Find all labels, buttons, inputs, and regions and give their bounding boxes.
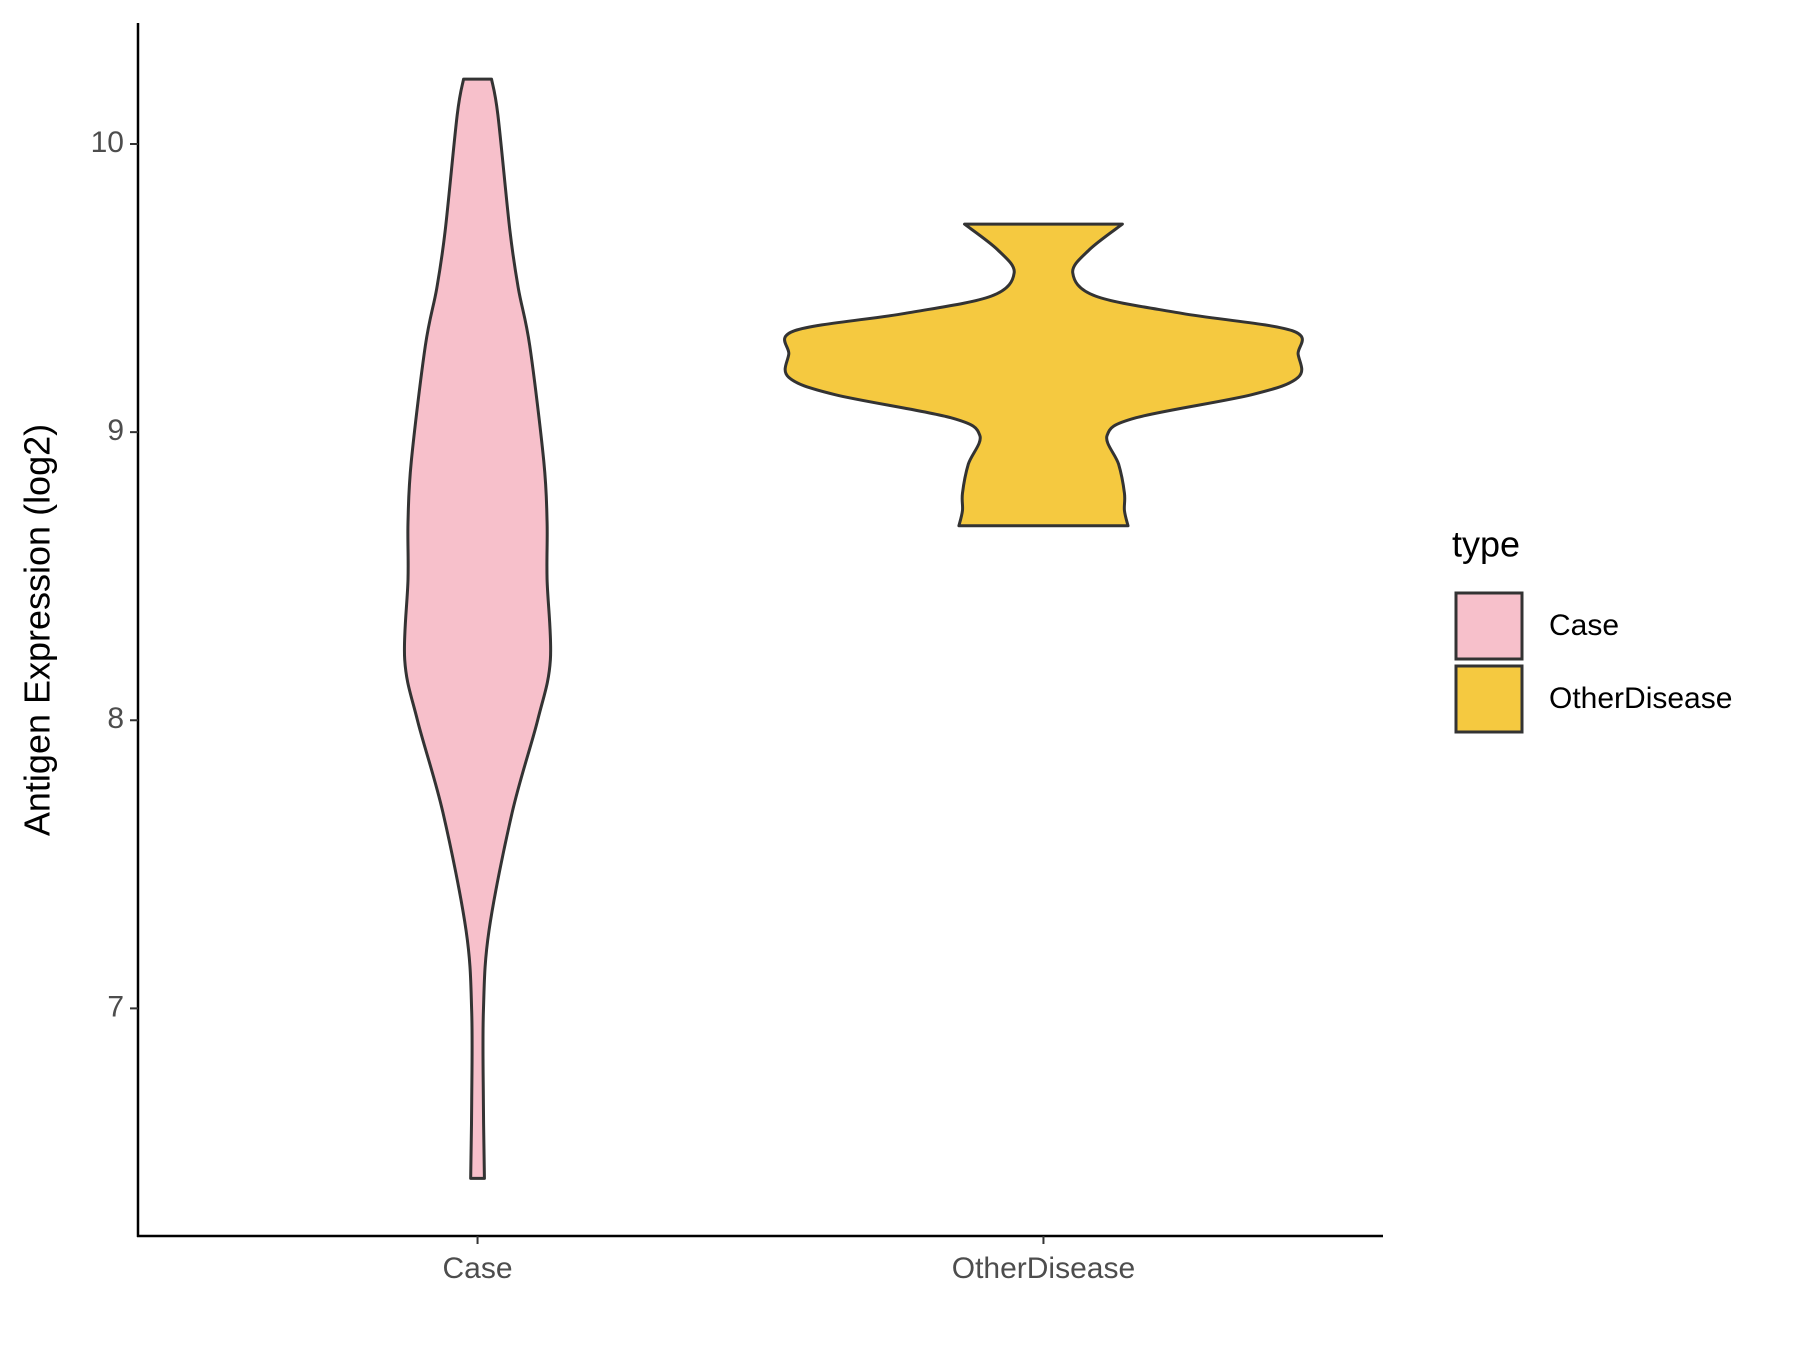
legend-label: OtherDisease	[1549, 682, 1732, 715]
legend-key	[1454, 591, 1524, 661]
x-tick-label: OtherDisease	[952, 1252, 1135, 1285]
violin	[783, 222, 1304, 528]
y-tick-label: 7	[107, 990, 124, 1023]
legend-key	[1454, 664, 1524, 734]
y-axis-title: Antigen Expression (log2)	[17, 424, 58, 836]
legend-label: Case	[1549, 609, 1619, 642]
y-tick-label: 9	[107, 414, 124, 447]
y-tick-label: 10	[91, 126, 124, 159]
y-tick-label: 8	[107, 702, 124, 735]
x-tick-label: Case	[443, 1252, 513, 1285]
violin	[402, 77, 553, 1180]
legend-title: type	[1452, 524, 1520, 565]
